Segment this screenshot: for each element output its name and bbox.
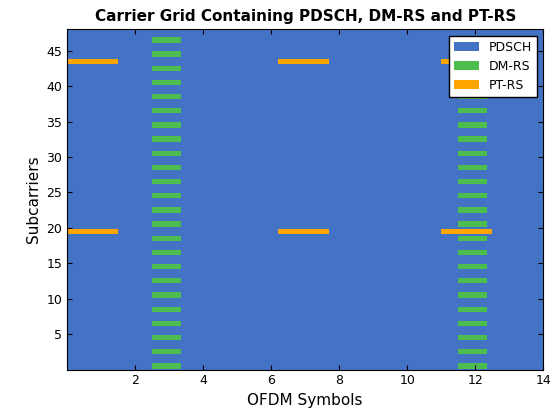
Bar — [152, 363, 181, 368]
Bar — [458, 136, 487, 142]
Bar — [278, 59, 329, 64]
Bar — [458, 363, 487, 368]
Bar — [458, 151, 487, 156]
X-axis label: OFDM Symbols: OFDM Symbols — [248, 393, 363, 408]
Bar — [152, 236, 181, 241]
Bar — [458, 80, 487, 85]
Bar — [458, 264, 487, 269]
Legend: PDSCH, DM-RS, PT-RS: PDSCH, DM-RS, PT-RS — [449, 36, 537, 97]
Bar — [458, 335, 487, 340]
Bar — [458, 165, 487, 170]
Bar — [152, 307, 181, 312]
Bar — [152, 151, 181, 156]
Bar — [152, 278, 181, 284]
Bar — [458, 122, 487, 128]
Bar — [152, 335, 181, 340]
Bar — [152, 80, 181, 85]
Bar — [152, 37, 181, 42]
Bar — [458, 207, 487, 213]
Bar — [458, 236, 487, 241]
Bar — [152, 136, 181, 142]
Bar — [152, 292, 181, 298]
Bar — [152, 94, 181, 99]
Bar — [152, 193, 181, 198]
Bar — [152, 66, 181, 71]
Title: Carrier Grid Containing PDSCH, DM-RS and PT-RS: Carrier Grid Containing PDSCH, DM-RS and… — [95, 9, 516, 24]
Bar — [152, 264, 181, 269]
Bar — [458, 250, 487, 255]
Bar — [441, 229, 492, 234]
Bar — [152, 221, 181, 227]
Bar — [458, 193, 487, 198]
Bar — [458, 349, 487, 354]
Bar — [458, 179, 487, 184]
Bar — [152, 122, 181, 128]
Bar — [458, 292, 487, 298]
Bar — [458, 51, 487, 57]
Bar — [278, 229, 329, 234]
Bar — [152, 108, 181, 113]
Bar — [458, 66, 487, 71]
Bar — [152, 250, 181, 255]
Bar — [152, 321, 181, 326]
Bar — [152, 349, 181, 354]
Bar — [67, 229, 118, 234]
Bar — [152, 165, 181, 170]
Bar — [458, 321, 487, 326]
Bar — [458, 221, 487, 227]
Bar — [458, 94, 487, 99]
Bar — [152, 179, 181, 184]
Bar — [458, 37, 487, 42]
Y-axis label: Subcarriers: Subcarriers — [26, 156, 41, 243]
Bar — [458, 278, 487, 284]
Bar — [152, 51, 181, 57]
Bar — [458, 108, 487, 113]
Bar — [67, 59, 118, 64]
Bar — [152, 207, 181, 213]
Bar — [458, 307, 487, 312]
Bar — [441, 59, 492, 64]
